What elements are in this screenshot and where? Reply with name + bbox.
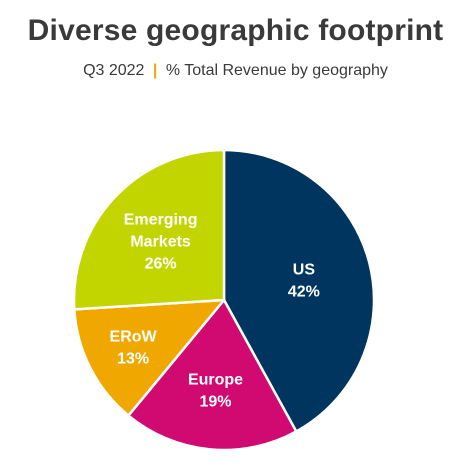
chart-subtitle: Q3 2022 | % Total Revenue by geography: [0, 62, 471, 80]
slice-label-erow: ERoW 13%: [110, 328, 158, 367]
chart-title: Diverse geographic footprint: [27, 14, 444, 47]
slice-value: 19%: [199, 394, 231, 411]
subtitle-separator: |: [152, 62, 158, 79]
slice-name: Emerging: [124, 211, 198, 228]
pie-labels: US 42% Europe 19% ERoW 13% Emerging Markets 26%: [110, 211, 320, 410]
pie-slices: [72, 148, 376, 452]
pie-slice-erow: [73, 298, 226, 417]
slice-label-us: US 42%: [288, 262, 320, 301]
slice-value: 26%: [145, 255, 177, 272]
slice-name: US: [293, 262, 316, 279]
pie-slice-us: [222, 148, 376, 433]
subtitle-text: % Total Revenue by geography: [165, 62, 388, 79]
slice-name: Europe: [188, 372, 243, 389]
pie-slice-emerging-markets: [72, 148, 226, 311]
slice-name: ERoW: [110, 328, 158, 345]
slice-value: 42%: [288, 284, 320, 301]
pie-slice-europe: [127, 298, 298, 452]
slice-name: Markets: [130, 233, 191, 250]
slice-label-emerging-markets: Emerging Markets 26%: [124, 211, 198, 272]
subtitle-period: Q3 2022: [83, 62, 145, 79]
slice-label-europe: Europe 19%: [188, 372, 243, 411]
slice-value: 13%: [117, 350, 149, 367]
